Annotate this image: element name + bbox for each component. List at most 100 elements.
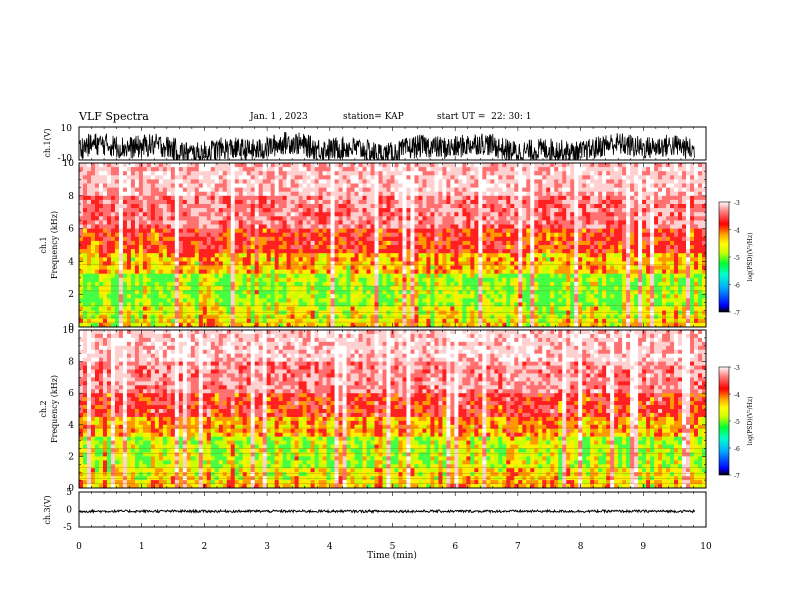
ch1-spec-cell xyxy=(422,269,427,274)
ch1-spec-cell xyxy=(546,265,551,270)
ch1-spec-cell xyxy=(186,179,192,184)
ch1-spec-cell xyxy=(114,216,120,221)
ch1-spec-cell xyxy=(426,232,431,238)
ch1-spec-cell xyxy=(406,167,411,172)
ch1-spec-cell xyxy=(218,249,224,254)
ch1-spec-cell xyxy=(362,236,367,242)
ch1-spec-cell xyxy=(358,204,363,209)
ch1-spec-cell xyxy=(570,253,575,258)
ch1-spec-cell xyxy=(298,191,303,197)
ch1-spec-cell xyxy=(434,261,439,266)
ch1-spec-cell xyxy=(406,265,411,270)
ch1-spec-cell xyxy=(186,302,192,307)
ch1-spec-cell xyxy=(354,322,359,328)
ch1-spec-cell xyxy=(98,204,104,209)
ch1-spec-cell xyxy=(178,322,184,328)
ch1-spec-cell xyxy=(486,277,491,283)
ch1-spec-cell xyxy=(214,220,220,225)
ch1-spec-cell xyxy=(286,232,291,238)
ch1-spec-cell xyxy=(218,290,224,295)
ch1-spec-cell xyxy=(246,163,252,168)
ch1-spec-cell xyxy=(178,236,184,242)
ch1-spec-cell xyxy=(386,257,391,262)
ch1-spec-cell xyxy=(278,183,283,188)
ch1-spec-cell xyxy=(138,294,144,299)
ch1-spec-cell xyxy=(106,249,112,254)
ch1-spec-cell xyxy=(186,240,192,246)
ch1-spec-cell xyxy=(194,220,200,225)
ch1-spec-cell xyxy=(406,216,411,221)
ch1-spec-cell xyxy=(314,187,319,192)
ch1-spec-cell xyxy=(538,195,543,201)
ch1-spec-cell xyxy=(258,204,263,209)
ch1-spec-cell xyxy=(422,212,427,217)
ch1-spec-cell xyxy=(82,245,88,250)
ch1-spec-cell xyxy=(222,277,228,283)
ch1-spec-cell xyxy=(294,220,299,225)
ch1-spec-cell xyxy=(210,204,216,209)
ch1-spec-cell xyxy=(82,204,88,209)
ch1-spec-cell xyxy=(94,294,100,299)
ch1-spec-cell xyxy=(462,290,467,295)
ch1-spec-cell xyxy=(242,171,248,176)
ch1-spec-cell xyxy=(534,253,539,258)
ch1-spec-cell xyxy=(310,318,315,324)
ch1-spec-cell xyxy=(426,269,431,274)
ch1-spec-cell xyxy=(226,191,232,197)
ch1-spec-cell xyxy=(262,298,267,303)
ch1-spec-cell xyxy=(370,265,375,270)
ch1-spec-cell xyxy=(506,306,511,311)
ch1-spec-cell xyxy=(202,273,208,279)
ch1-spec-cell xyxy=(230,253,236,258)
ch1-spec-cell xyxy=(282,322,287,328)
ch1-spec-cell xyxy=(274,212,279,217)
ch1-spec-cell xyxy=(198,290,204,295)
ch1-spec-cell xyxy=(242,179,248,184)
ch1-spec-cell xyxy=(326,273,331,279)
ch1-spec-cell xyxy=(466,183,471,188)
ch1-spec-cell xyxy=(506,167,511,172)
ch1-spec-cell xyxy=(434,163,439,168)
ch1-spec-cell xyxy=(230,322,236,328)
ch1-spec-cell xyxy=(86,281,92,287)
ch1-spec-cell xyxy=(398,306,403,311)
ch1-spec-cell xyxy=(470,273,475,279)
ch1-spec-cell xyxy=(250,240,256,246)
ch1-spec-cell xyxy=(506,183,511,188)
ch1-spec-cell xyxy=(154,175,160,180)
ch1-spec-cell xyxy=(110,306,116,311)
ch1-spec-cell xyxy=(390,183,395,188)
ch1-spec-cell xyxy=(190,187,196,192)
ch1-spec-cell xyxy=(98,236,104,242)
ch1-spec-cell xyxy=(362,204,367,209)
ch1-spec-cell xyxy=(458,306,463,311)
ch1-spec-cell xyxy=(254,286,260,291)
ch1-spec-cell xyxy=(94,236,100,242)
ch1-spec-cell xyxy=(374,257,379,262)
ch1-spec-cell xyxy=(106,290,112,295)
ch1-spec-cell xyxy=(542,310,547,315)
ch1-spec-cell xyxy=(382,171,387,176)
ch1-spec-cell xyxy=(326,183,331,188)
ch1-spec-cell xyxy=(174,294,180,299)
ch1-spec-cell xyxy=(206,249,212,254)
ch1-spec-cell xyxy=(418,286,423,291)
ch1-spec-cell xyxy=(226,183,232,188)
ch1-spec-cell xyxy=(374,314,379,320)
ch1-spec-cell xyxy=(382,163,387,168)
ch1-spec-cell xyxy=(490,175,495,180)
ch1-spec-cell xyxy=(474,294,479,299)
ch1-spec-cell xyxy=(150,175,156,180)
ch1-spec-cell xyxy=(306,314,311,320)
ch1-spec-cell xyxy=(378,290,383,295)
ch1-spec-cell xyxy=(502,167,507,172)
ch1-spec-cell xyxy=(306,167,311,172)
ch1-spec-cell xyxy=(250,261,256,266)
ch1-spec-cell xyxy=(206,245,212,250)
ch1-spec-cell xyxy=(518,286,523,291)
ch1-spec-cell xyxy=(554,224,559,229)
ch1-spec-cell xyxy=(434,171,439,176)
ch1-spec-cell xyxy=(186,195,192,201)
ch1-spec-cell xyxy=(106,245,112,250)
ch1-spec-cell xyxy=(306,318,311,324)
